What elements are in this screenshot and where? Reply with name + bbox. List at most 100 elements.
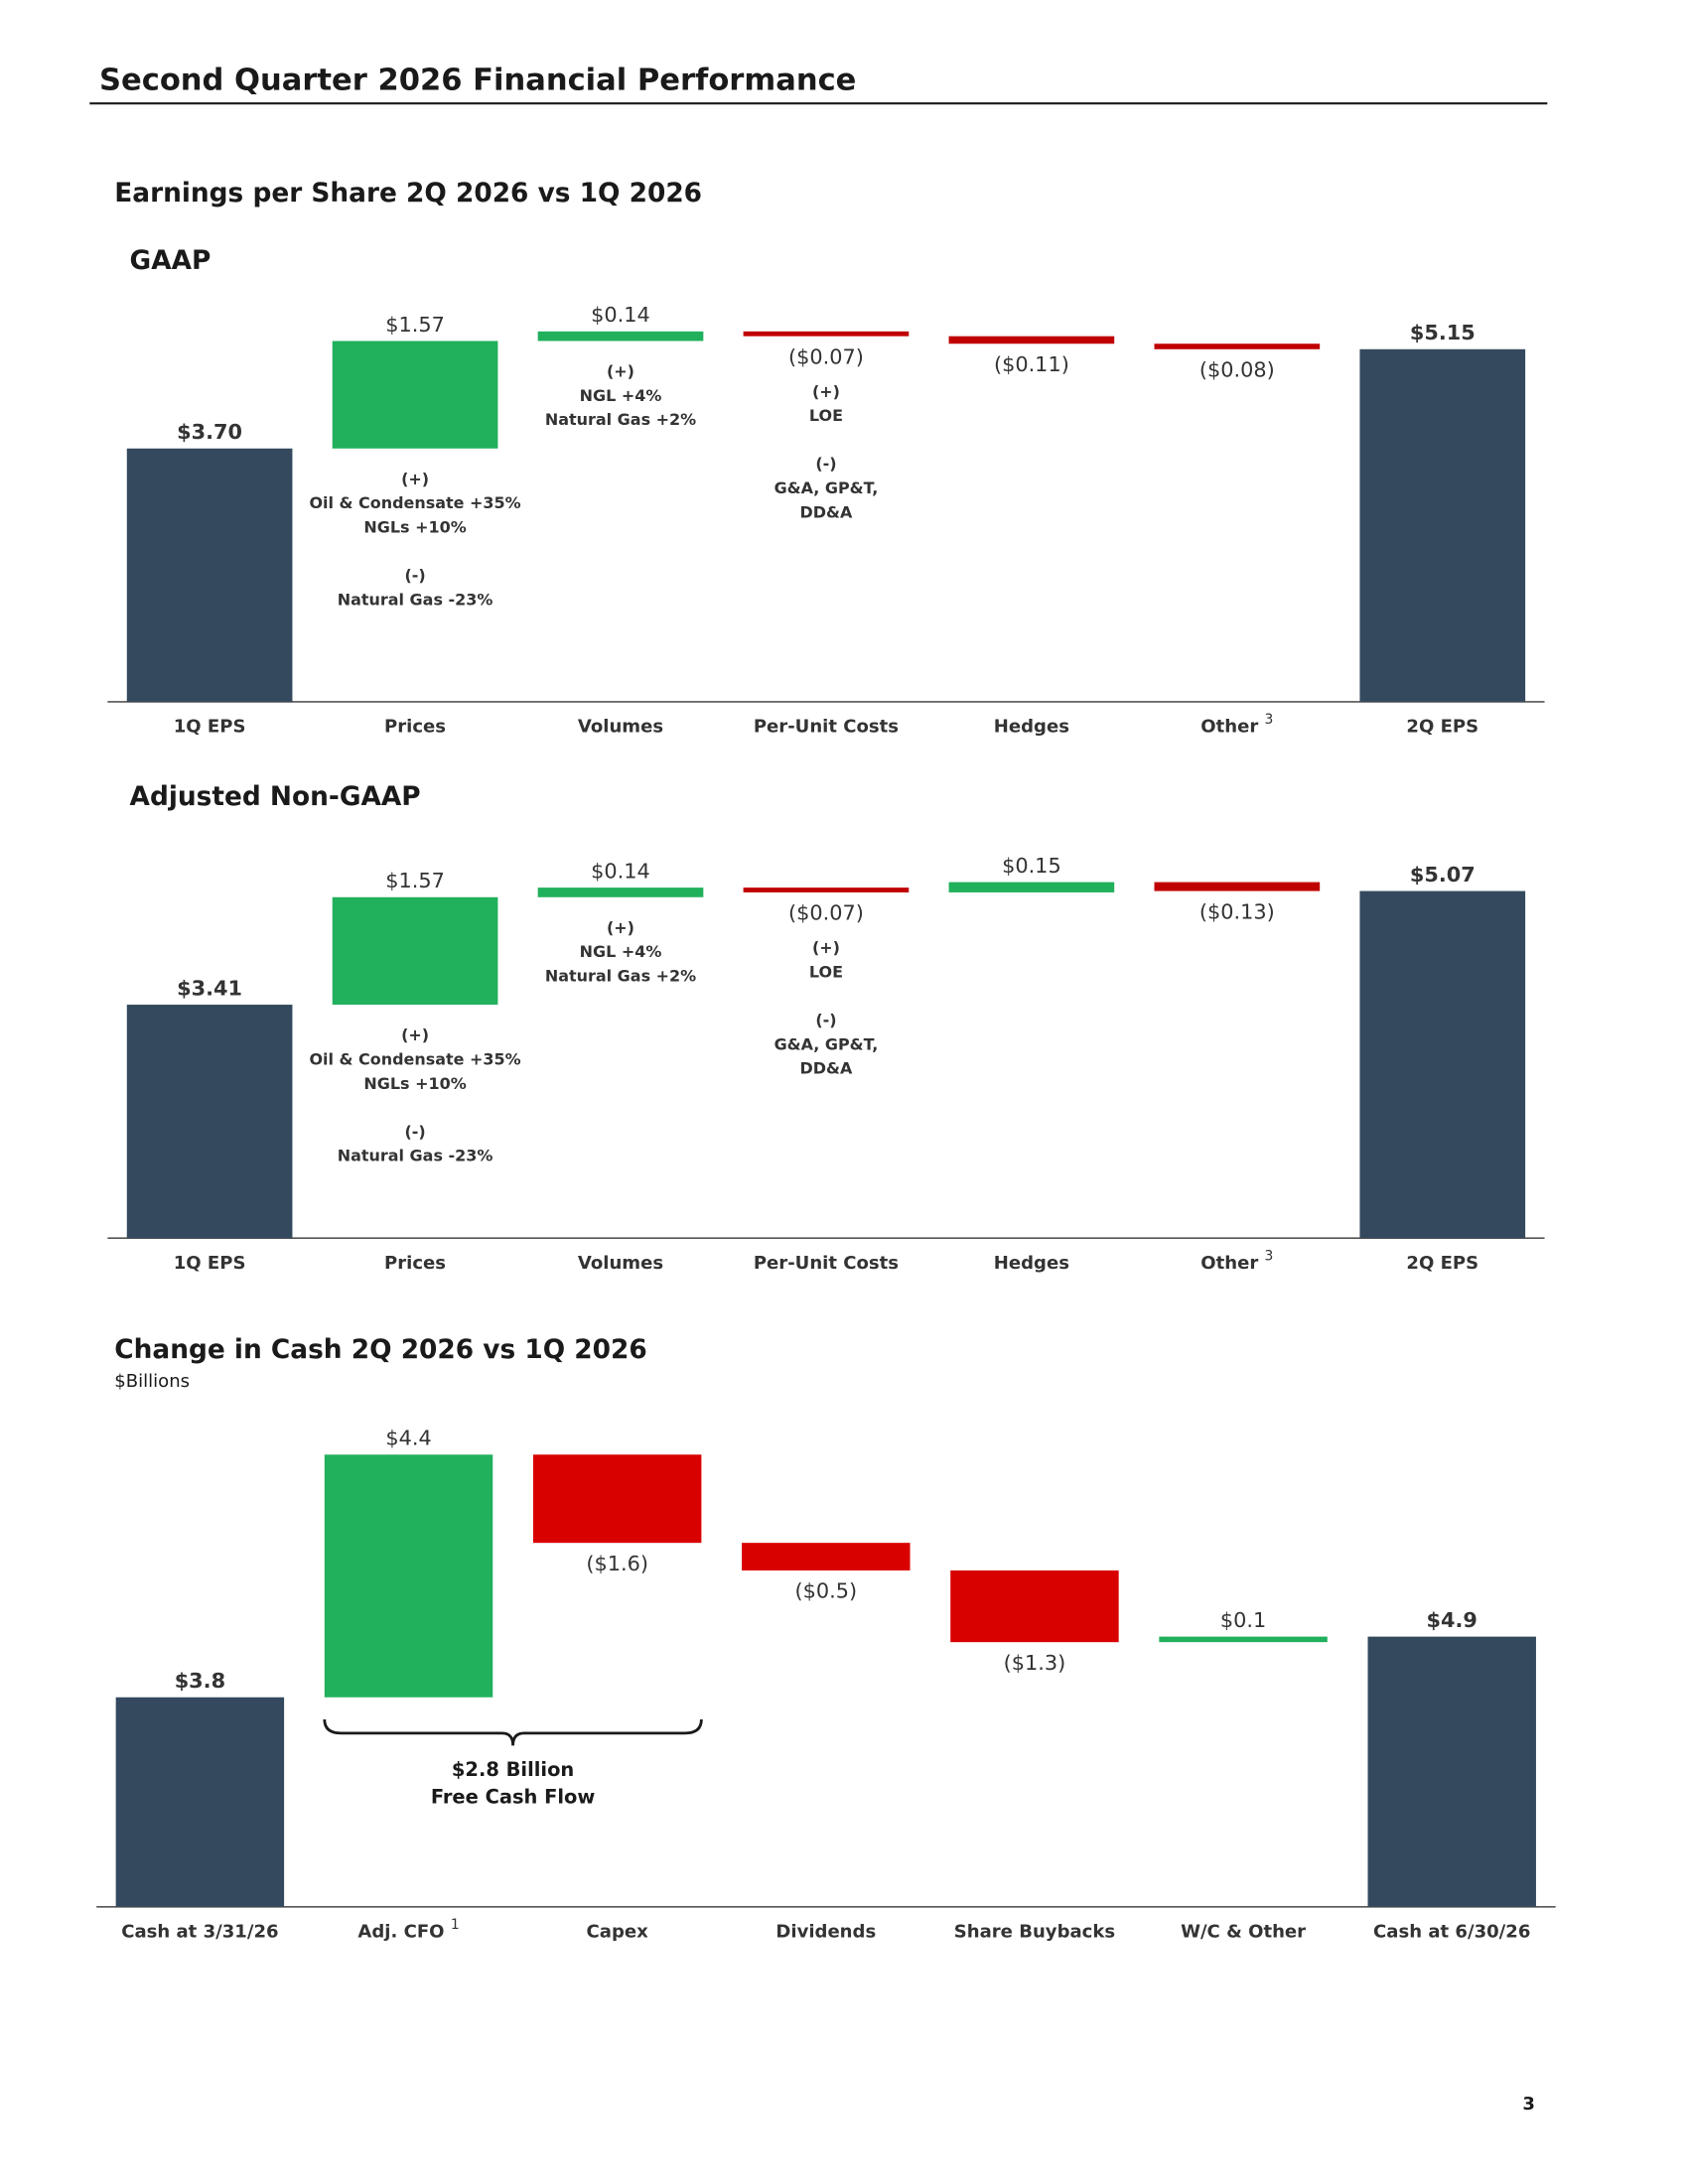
value-label: $0.15	[1002, 854, 1061, 878]
note-line: NGL +4%	[580, 942, 662, 961]
category-label: Volumes	[578, 1253, 663, 1274]
section-title: Earnings per Share 2Q 2026 vs 1Q 2026	[114, 179, 702, 208]
note-line: (-)	[404, 566, 425, 585]
category-name: Dividends	[775, 1921, 876, 1942]
category-label: Volumes	[578, 717, 663, 738]
note-line: (+)	[812, 938, 840, 957]
category-label: Prices	[384, 1253, 446, 1274]
category-label: Hedges	[994, 717, 1069, 738]
page-title: Second Quarter 2026 Financial Performanc…	[99, 63, 856, 97]
category-name: W/C & Other	[1181, 1921, 1306, 1942]
note-line: DD&A	[800, 1059, 853, 1078]
chart-title: GAAP	[130, 246, 211, 276]
note-line: NGLs +10%	[363, 1074, 466, 1093]
footnote-mark: 3	[1265, 712, 1274, 728]
category-label: 2Q EPS	[1406, 717, 1478, 738]
category-label: 1Q EPS	[174, 1253, 246, 1274]
category-label: Dividends	[775, 1921, 876, 1942]
category-name: Share Buybacks	[954, 1921, 1115, 1942]
category-name: Hedges	[994, 1253, 1069, 1274]
bar	[1359, 348, 1526, 702]
value-label: $1.57	[385, 869, 445, 892]
value-label: $5.15	[1410, 321, 1476, 344]
value-label: $4.9	[1427, 1608, 1477, 1632]
bar	[948, 882, 1115, 892]
category-label: Hedges	[994, 1253, 1069, 1274]
bar	[1159, 1636, 1328, 1643]
note-line: (-)	[815, 1011, 836, 1029]
category-name: 2Q EPS	[1406, 1253, 1478, 1274]
note-line: (+)	[401, 470, 429, 488]
category-label: Per-Unit Costs	[754, 717, 899, 738]
category-name: Prices	[384, 717, 446, 738]
note-line: (+)	[401, 1025, 429, 1044]
category-name: 2Q EPS	[1406, 717, 1478, 738]
note-line: NGLs +10%	[363, 517, 466, 536]
note-line: DD&A	[800, 502, 853, 521]
category-name: Adj. CFO	[357, 1921, 444, 1942]
bar	[948, 336, 1115, 344]
footnote-mark: 1	[451, 1917, 460, 1933]
value-label: ($0.11)	[994, 352, 1069, 376]
bar	[115, 1697, 285, 1907]
bar	[324, 1454, 493, 1698]
category-label: Other 3	[1200, 1248, 1273, 1273]
value-label: ($0.5)	[794, 1579, 857, 1603]
note-line: Oil & Condensate +35%	[309, 1049, 520, 1068]
brace-label: $2.8 Billion	[452, 1758, 574, 1781]
value-label: $0.14	[591, 859, 650, 883]
bar	[1154, 343, 1321, 349]
brace-label: Free Cash Flow	[431, 1786, 596, 1809]
value-label: $4.4	[385, 1427, 431, 1450]
bar	[126, 1005, 293, 1239]
bar	[532, 1454, 702, 1544]
note-line: NGL +4%	[580, 386, 662, 405]
category-name: Other	[1200, 717, 1258, 738]
value-label: $3.41	[177, 976, 242, 1000]
footnote-mark: 3	[1265, 1248, 1274, 1264]
category-label: 2Q EPS	[1406, 1253, 1478, 1274]
value-label: ($1.3)	[1004, 1651, 1066, 1675]
brace	[323, 1718, 703, 1746]
page-number: 3	[1522, 2094, 1535, 2115]
note-line: (+)	[812, 382, 840, 401]
bar	[1367, 1636, 1536, 1907]
category-name: Per-Unit Costs	[754, 717, 899, 738]
note-line: (-)	[404, 1122, 425, 1141]
value-label: $0.14	[591, 303, 650, 327]
value-label: $0.1	[1220, 1608, 1266, 1632]
bar	[742, 1543, 911, 1570]
note-line: Natural Gas +2%	[545, 410, 696, 429]
category-name: Volumes	[578, 717, 663, 738]
category-name: Capex	[587, 1921, 649, 1942]
category-label: 1Q EPS	[174, 717, 246, 738]
category-label: Prices	[384, 717, 446, 738]
bar	[1154, 882, 1321, 891]
category-name: Volumes	[578, 1253, 663, 1274]
note-line: LOE	[809, 406, 843, 425]
category-name: Cash at 3/31/26	[121, 1921, 278, 1942]
category-name: Other	[1200, 1253, 1258, 1274]
note-line: Natural Gas -23%	[338, 590, 493, 609]
bar	[126, 448, 293, 702]
value-label: ($0.08)	[1199, 358, 1275, 382]
category-label: Capex	[587, 1921, 649, 1942]
note-line: Oil & Condensate +35%	[309, 493, 520, 512]
bar	[537, 331, 704, 341]
note-line: LOE	[809, 962, 843, 981]
note-line: (+)	[607, 362, 634, 381]
note-line: Natural Gas +2%	[545, 966, 696, 985]
note-line: (+)	[607, 918, 634, 937]
category-label: W/C & Other	[1181, 1921, 1306, 1942]
bar	[743, 331, 910, 337]
category-label: Cash at 3/31/26	[121, 1921, 278, 1942]
value-label: $1.57	[385, 313, 445, 337]
chart-title: Change in Cash 2Q 2026 vs 1Q 2026	[114, 1335, 646, 1365]
value-label: $5.07	[1410, 863, 1476, 887]
bar	[1359, 890, 1526, 1239]
bar	[332, 341, 498, 449]
note-line: G&A, GP&T,	[774, 478, 879, 497]
bar	[950, 1570, 1119, 1643]
category-label: Share Buybacks	[954, 1921, 1115, 1942]
